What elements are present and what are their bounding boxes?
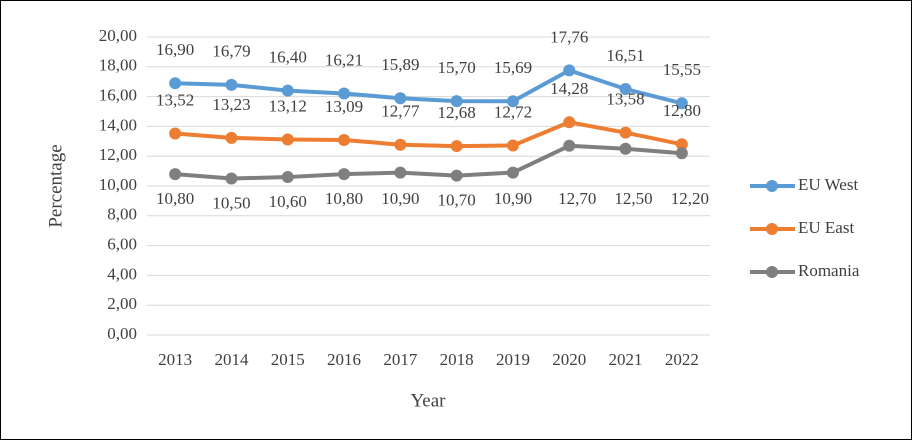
y-tick-label: 14,00 <box>99 115 137 134</box>
y-tick-label: 2,00 <box>107 294 137 313</box>
y-tick-label: 16,00 <box>99 86 137 105</box>
data-point <box>675 97 688 110</box>
data-label: 10,50 <box>212 193 250 212</box>
x-tick-label: 2015 <box>271 350 305 369</box>
data-point <box>619 83 632 96</box>
y-axis-title: Percentage <box>45 144 66 227</box>
y-tick-label: 6,00 <box>107 235 137 254</box>
x-tick-label: 2021 <box>609 350 643 369</box>
data-label: 13,23 <box>212 95 250 114</box>
data-label: 13,12 <box>269 96 307 115</box>
data-label: 10,90 <box>381 189 419 208</box>
data-label: 13,52 <box>156 90 194 109</box>
data-point <box>394 92 407 105</box>
data-point <box>450 95 463 108</box>
data-label: 15,89 <box>381 55 419 74</box>
data-label: 10,70 <box>438 190 476 209</box>
series-line <box>175 68 683 106</box>
data-point <box>225 131 238 144</box>
data-label: 12,20 <box>671 189 709 208</box>
data-point <box>563 64 576 77</box>
data-point <box>281 84 294 97</box>
data-label: 16,90 <box>156 40 194 59</box>
data-label: 12,80 <box>663 101 701 120</box>
y-tick-label: 4,00 <box>107 264 137 283</box>
data-label: 10,80 <box>325 189 363 208</box>
data-point <box>281 133 294 146</box>
data-label: 15,69 <box>494 58 532 77</box>
legend-marker <box>766 266 778 278</box>
data-point <box>563 139 576 152</box>
series-line <box>174 143 683 181</box>
legend-label: EU East <box>798 218 854 237</box>
x-axis-title: Year <box>410 390 446 411</box>
x-tick-label: 2018 <box>440 350 474 369</box>
legend-label: Romania <box>798 261 860 280</box>
data-point <box>450 140 463 153</box>
data-point <box>394 166 407 179</box>
y-tick-label: 0,00 <box>107 324 137 343</box>
data-label: 15,70 <box>438 58 476 77</box>
data-point <box>281 171 294 184</box>
y-tick-label: 12,00 <box>99 145 137 164</box>
x-tick-label: 2022 <box>665 350 699 369</box>
data-label: 14,28 <box>550 79 588 98</box>
data-label: 10,80 <box>156 189 194 208</box>
data-label: 16,79 <box>212 42 250 61</box>
y-tick-label: 8,00 <box>107 205 137 224</box>
data-point <box>619 126 632 139</box>
x-tick-label: 2017 <box>383 350 418 369</box>
series-line <box>174 120 683 149</box>
data-point <box>225 78 238 91</box>
data-point <box>450 169 463 182</box>
data-label: 13,58 <box>606 90 644 109</box>
data-label: 13,09 <box>325 97 363 116</box>
data-label: 15,55 <box>663 60 701 79</box>
data-label: 17,76 <box>550 27 588 46</box>
data-point <box>394 138 407 151</box>
data-point <box>338 133 351 146</box>
data-point <box>506 139 519 152</box>
x-tick-label: 2016 <box>327 350 361 369</box>
data-point <box>506 166 519 179</box>
data-point <box>675 138 688 151</box>
data-point <box>338 87 351 100</box>
data-point <box>225 172 238 185</box>
legend-marker <box>766 223 778 235</box>
legend-label: EU West <box>798 175 858 194</box>
x-tick-label: 2020 <box>552 350 586 369</box>
data-label: 10,90 <box>494 189 532 208</box>
data-label: 12,68 <box>438 103 476 122</box>
data-point <box>169 168 182 181</box>
data-label: 10,60 <box>269 192 307 211</box>
x-tick-label: 2013 <box>158 350 192 369</box>
data-label: 12,70 <box>558 189 596 208</box>
data-point <box>338 168 351 181</box>
data-point <box>169 127 182 140</box>
data-label: 16,21 <box>325 50 363 69</box>
x-tick-label: 2019 <box>496 350 530 369</box>
data-point <box>619 142 632 155</box>
data-label: 16,40 <box>269 48 307 67</box>
data-point <box>675 147 688 160</box>
data-label: 16,51 <box>606 46 644 65</box>
y-tick-label: 18,00 <box>99 56 137 75</box>
y-tick-label: 10,00 <box>99 175 137 194</box>
data-point <box>563 116 576 129</box>
data-label: 12,77 <box>381 102 420 121</box>
legend-marker <box>766 180 778 192</box>
data-label: 12,50 <box>614 189 652 208</box>
data-point <box>169 77 182 90</box>
data-point <box>506 95 519 108</box>
y-tick-label: 20,00 <box>99 26 137 45</box>
data-label: 12,72 <box>494 102 532 121</box>
x-tick-label: 2014 <box>214 350 249 369</box>
